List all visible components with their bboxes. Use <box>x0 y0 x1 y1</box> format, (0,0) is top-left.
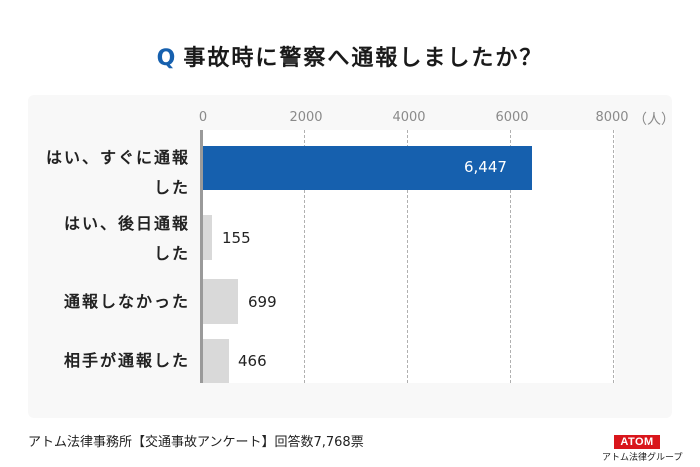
chart-title-text: 事故時に警察へ通報しましたか？ <box>183 46 544 71</box>
gridline-6000 <box>510 130 511 383</box>
gridline-4000 <box>407 130 408 383</box>
category-label-line1: はい、すぐに通報 <box>45 148 190 167</box>
gridline-8000 <box>613 130 614 383</box>
bar-not-reported <box>203 279 238 324</box>
chart-title: Q 事故時に警察へ通報しましたか？ <box>0 40 700 72</box>
bar-other-party-reported <box>203 339 229 383</box>
value-label-not-reported: 699 <box>248 293 277 311</box>
value-label-reported-later: 155 <box>222 229 251 247</box>
x-tick-0: 0 <box>198 110 208 125</box>
category-label-line2: した <box>153 178 190 197</box>
category-label-line2: した <box>153 244 190 263</box>
x-tick-8000: 8000 <box>595 110 629 125</box>
x-tick-4000: 4000 <box>392 110 426 125</box>
bar-reported-immediately <box>203 146 532 190</box>
atom-logo: ATOM アトム法律グループ <box>602 430 683 463</box>
y-axis-line <box>200 130 203 383</box>
value-label-other-party-reported: 466 <box>238 352 267 370</box>
value-label-reported-immediately: 6,447 <box>464 158 507 176</box>
x-tick-2000: 2000 <box>289 110 323 125</box>
category-label-reported-immediately: はい、すぐに通報 した <box>46 143 190 203</box>
category-label-line1: 相手が通報した <box>63 351 190 370</box>
logo-badge: ATOM <box>614 435 660 449</box>
logo-subtitle: アトム法律グループ <box>602 453 683 463</box>
bar-reported-later <box>203 215 212 260</box>
category-label-other-party-reported: 相手が通報した <box>64 346 190 376</box>
x-axis-unit: （人） <box>633 112 675 128</box>
category-label-line1: はい、後日通報 <box>63 214 190 233</box>
source-note: アトム法律事務所【交通事故アンケート】回答数7,768票 <box>28 435 364 450</box>
category-label-line1: 通報しなかった <box>63 292 190 311</box>
category-label-reported-later: はい、後日通報 した <box>64 209 190 269</box>
question-mark-label: Q <box>156 46 178 71</box>
x-tick-6000: 6000 <box>495 110 529 125</box>
gridline-2000 <box>304 130 305 383</box>
category-label-not-reported: 通報しなかった <box>64 287 190 317</box>
